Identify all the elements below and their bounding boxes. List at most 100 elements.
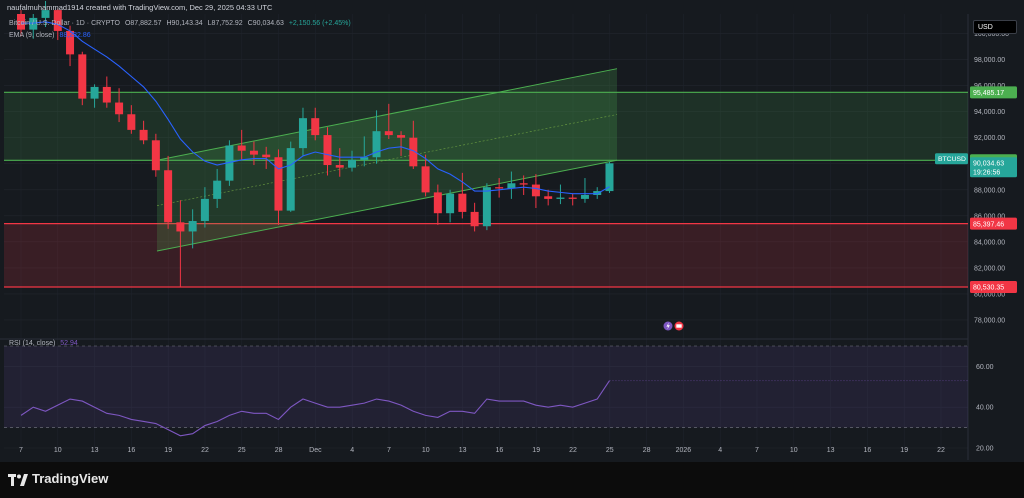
time-axis-label: 13 <box>91 447 99 454</box>
candle-body <box>544 196 553 199</box>
price-axis-label: 98,000.00 <box>974 57 1005 64</box>
candle-body <box>274 157 283 211</box>
candle-body <box>29 17 38 30</box>
support-resistance-zones <box>4 91 968 288</box>
candle-body <box>66 30 75 55</box>
chart-canvas[interactable]: 100,000.0098,000.0096,000.0094,000.0092,… <box>0 0 1024 462</box>
candle-body <box>115 102 124 115</box>
candle-body <box>188 221 197 232</box>
ema-value: 88,232.86 <box>59 32 91 39</box>
ema-label[interactable]: EMA (9, close) <box>9 32 55 39</box>
price-axis-label: 86,000.00 <box>974 213 1005 220</box>
candle-body <box>298 118 307 149</box>
low-value: L87,752.92 <box>207 20 243 27</box>
candle-body <box>262 154 271 158</box>
lightning-glyph <box>666 322 670 330</box>
close-value: C90,034.63 <box>247 20 284 27</box>
time-axis-label: 22 <box>201 447 209 454</box>
symbol-tag-bg <box>935 153 968 165</box>
candle-body <box>384 131 393 136</box>
candle-body <box>311 118 320 136</box>
countdown-tag: 19:26:56 <box>973 169 1000 176</box>
candle-body <box>225 145 234 181</box>
candle-body <box>360 157 369 160</box>
candle-body <box>482 187 491 227</box>
open-value: O87,882.57 <box>124 20 162 27</box>
time-axis-label: 28 <box>643 447 651 454</box>
candle-body <box>78 54 87 99</box>
time-axis-label: 25 <box>238 447 246 454</box>
candle-body <box>421 166 430 193</box>
candle-body <box>556 197 565 199</box>
time-axis-label: 19 <box>164 447 172 454</box>
candle-body <box>127 114 136 130</box>
candle-body <box>568 197 577 199</box>
flag-glyph <box>676 324 682 328</box>
time-axis-label: 4 <box>718 447 722 454</box>
ema-legend: EMA (9, close) 88,232.86 <box>9 32 94 39</box>
rsi-axis-label: 60.00 <box>976 364 994 371</box>
candle-body <box>164 170 173 223</box>
time-axis-label: 22 <box>569 447 577 454</box>
time-axis-label: 13 <box>827 447 835 454</box>
chart-icons <box>663 321 684 331</box>
candlesticks <box>17 0 614 288</box>
candle-body <box>249 150 258 155</box>
tradingview-logo-icon <box>8 473 28 486</box>
support-top-tag-bg <box>970 217 1017 230</box>
candle-body <box>151 140 160 171</box>
resistance-top-tag-bg <box>970 86 1017 99</box>
candle-body <box>531 184 540 197</box>
time-axis-label: 7 <box>19 447 23 454</box>
candle-body <box>470 211 479 227</box>
support-low-tag-bg <box>970 281 1017 294</box>
change-value: +2,150.56 (+2.45%) <box>288 20 351 27</box>
time-axis-label: 10 <box>422 447 430 454</box>
time-axis[interactable]: 7 10 13 16 19 22 25 28 Dec 4 7 10 13 16 19 22 25 28 2026 4 7… <box>19 447 945 454</box>
price-axis[interactable]: 100,000.0098,000.0096,000.0094,000.0092,… <box>974 31 1009 452</box>
price-axis-label: 100,000.00 <box>974 31 1009 38</box>
ema-line <box>21 21 610 195</box>
candle-body <box>139 129 148 141</box>
time-axis-label: 10 <box>790 447 798 454</box>
price-axis-label: 80,000.00 <box>974 291 1005 298</box>
time-axis-label: 7 <box>755 447 759 454</box>
candle-body <box>348 159 357 168</box>
resistance-top-tag: 95,485.17 <box>973 90 1004 97</box>
candle-body <box>286 148 295 211</box>
candle-body <box>335 165 344 168</box>
candle-body <box>495 187 504 189</box>
price-axis-label: 84,000.00 <box>974 239 1005 246</box>
brand-name: TradingView <box>32 471 109 486</box>
symbol-label[interactable]: Bitcoin / U.S. Dollar · 1D · CRYPTO <box>9 20 120 27</box>
rsi-axis-label: 20.00 <box>976 446 994 453</box>
price-axis-label: 94,000.00 <box>974 109 1005 116</box>
resistance-zone <box>4 92 968 161</box>
candle-body <box>176 222 185 232</box>
time-axis-label: 10 <box>54 447 62 454</box>
price-axis-label: 82,000.00 <box>974 265 1005 272</box>
currency-selector[interactable]: USD <box>973 20 1017 34</box>
tradingview-brand[interactable]: TradingView <box>8 471 108 486</box>
time-axis-label: 25 <box>606 447 614 454</box>
time-axis-label: Dec <box>309 447 322 454</box>
footer-bar <box>0 462 1024 498</box>
price-axis-label: 92,000.00 <box>974 135 1005 142</box>
time-axis-label: 13 <box>459 447 467 454</box>
candle-body <box>433 192 442 214</box>
time-axis-label: 28 <box>275 447 283 454</box>
candle-body <box>507 183 516 189</box>
high-value: H90,143.34 <box>166 20 203 27</box>
time-axis-label: 19 <box>900 447 908 454</box>
candle-body <box>605 163 614 192</box>
time-axis-label: 4 <box>350 447 354 454</box>
support-low-tag: 80,530.35 <box>973 285 1004 292</box>
time-axis-label: 16 <box>864 447 872 454</box>
channel-fill <box>157 68 617 251</box>
time-axis-label: 19 <box>532 447 540 454</box>
candle-body <box>237 145 246 151</box>
rsi-label[interactable]: RSI (14, close) <box>9 340 56 347</box>
rsi-line <box>20 380 610 437</box>
candle-body <box>17 14 25 30</box>
